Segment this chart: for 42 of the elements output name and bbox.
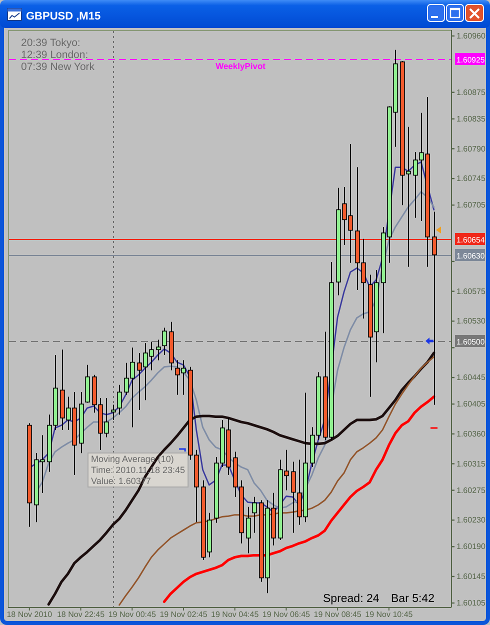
y-tick-label: 1.60575 bbox=[456, 286, 486, 296]
x-tick-label: 19 Nov 04:45 bbox=[211, 610, 260, 620]
x-tick-label: 19 Nov 02:45 bbox=[160, 610, 208, 620]
y-tick-label: 1.60705 bbox=[456, 200, 486, 210]
candlestick bbox=[252, 496, 257, 534]
y-tick-label: 1.60405 bbox=[456, 400, 486, 409]
y-tick-label: 1.60875 bbox=[456, 88, 486, 97]
y-tick-label: 1.60745 bbox=[456, 174, 486, 184]
x-tick-label: 18 Nov 2010 bbox=[6, 610, 53, 620]
y-tick-label: 1.60960 bbox=[456, 32, 486, 41]
y-tick-label: 1.60445 bbox=[456, 373, 486, 382]
x-tick-label: 19 Nov 10:45 bbox=[365, 610, 414, 620]
y-tick-label: 1.60835 bbox=[456, 114, 486, 124]
line-series bbox=[47, 352, 436, 606]
annotation: WeeklyPivot bbox=[216, 61, 266, 72]
annotation: Spread: 24 bbox=[323, 593, 380, 605]
annotation: Moving Average (10) bbox=[91, 454, 174, 464]
candlestick bbox=[111, 404, 116, 420]
y-tick-label: 1.60105 bbox=[456, 598, 486, 608]
y-tick-label: 1.60275 bbox=[456, 486, 486, 495]
candlestick bbox=[156, 339, 161, 361]
annotation: 12:39 London: bbox=[21, 49, 88, 61]
annotation: Bar 5:42 bbox=[391, 593, 434, 605]
candlestick bbox=[432, 211, 437, 406]
y-tick-label: 1.60145 bbox=[456, 572, 486, 582]
annotation: 20:39 Tokyo: bbox=[21, 37, 80, 49]
chart-title: GBPUSD ,M15 bbox=[26, 10, 101, 22]
y-tick-label: 1.60190 bbox=[456, 542, 486, 552]
x-tick-label: 19 Nov 06:45 bbox=[262, 610, 311, 620]
x-tick-label: 19 Nov 00:45 bbox=[108, 610, 156, 620]
x-tick-label: 19 Nov 08:45 bbox=[314, 610, 362, 620]
candlestick bbox=[117, 384, 122, 416]
y-tick-label: 1.60230 bbox=[456, 516, 486, 525]
x-tick-label: 18 Nov 22:45 bbox=[56, 610, 106, 620]
y-tick-label: 1.60315 bbox=[456, 459, 486, 468]
candlestick bbox=[162, 327, 167, 356]
y-tick-label: 1.60360 bbox=[456, 429, 486, 438]
y-tick-label: 1.60790 bbox=[456, 144, 486, 154]
y-tick-label: 1.60530 bbox=[456, 316, 486, 326]
candlestick bbox=[291, 461, 296, 534]
annotation: 07:39 New York bbox=[21, 61, 96, 73]
candlestick bbox=[246, 506, 251, 554]
